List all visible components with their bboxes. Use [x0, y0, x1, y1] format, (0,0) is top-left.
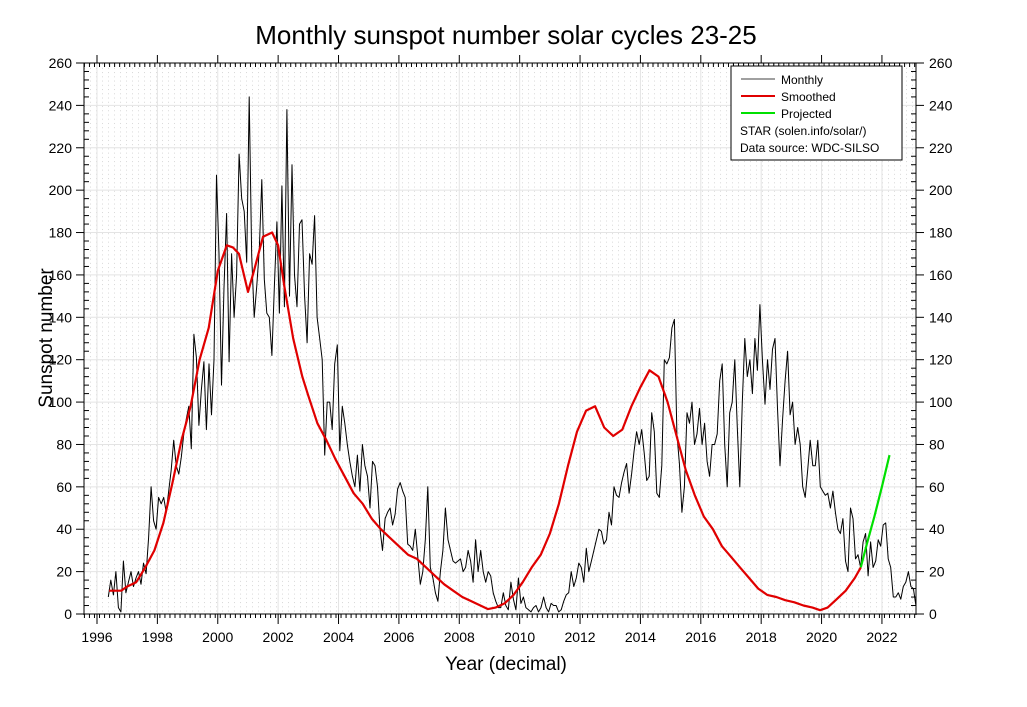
y-tick-label-left: 180 [49, 225, 73, 241]
legend-label-monthly: Monthly [781, 73, 823, 87]
series-line-monthly [107, 96, 916, 613]
series-line-smoothed [109, 231, 862, 612]
y-tick-label-right: 160 [929, 267, 953, 283]
x-tick-label: 2016 [685, 629, 716, 645]
x-tick-label: 2014 [625, 629, 656, 645]
x-tick-label: 2022 [866, 629, 897, 645]
legend-annotation-data-source: Data source: WDC-SILSO [740, 141, 879, 155]
x-axis-label: Year (decimal) [445, 654, 567, 675]
y-tick-label-right: 140 [929, 309, 953, 325]
y-tick-label-left: 40 [56, 521, 72, 537]
series-line-projected [859, 454, 891, 568]
x-tick-label: 1996 [81, 629, 112, 645]
y-tick-label-left: 80 [56, 436, 72, 452]
y-tick-label-left: 220 [49, 140, 73, 156]
y-tick-label-right: 60 [929, 479, 945, 495]
y-tick-label-right: 260 [929, 55, 953, 71]
y-tick-label-right: 180 [929, 225, 953, 241]
y-tick-label-left: 260 [49, 55, 73, 71]
x-tick-label: 2012 [564, 629, 595, 645]
x-tick-label: 2020 [806, 629, 837, 645]
x-tick-label: 2004 [323, 629, 354, 645]
y-tick-label-left: 160 [49, 267, 73, 283]
y-tick-label-left: 20 [56, 564, 72, 580]
y-tick-label-right: 200 [929, 182, 953, 198]
x-tick-label: 2018 [746, 629, 777, 645]
y-tick-label-left: 100 [49, 394, 73, 410]
x-tick-label: 2008 [444, 629, 475, 645]
x-tick-label: 1998 [142, 629, 173, 645]
y-tick-label-right: 40 [929, 521, 945, 537]
y-tick-label-right: 0 [929, 606, 937, 622]
y-tick-label-left: 240 [49, 97, 73, 113]
legend-annotation-source-site: STAR (solen.info/solar/) [740, 124, 867, 138]
x-tick-label: 2000 [202, 629, 233, 645]
y-axis-label: Sunspot number [36, 268, 57, 408]
y-tick-label-right: 80 [929, 436, 945, 452]
y-tick-label-right: 120 [929, 352, 953, 368]
y-tick-label-left: 0 [64, 606, 72, 622]
legend: Monthly Smoothed Projected STAR (solen.i… [730, 65, 903, 161]
y-tick-label-left: 140 [49, 309, 73, 325]
y-tick-label-left: 60 [56, 479, 72, 495]
x-tick-label: 2002 [263, 629, 294, 645]
y-tick-label-right: 220 [929, 140, 953, 156]
x-tick-label: 2010 [504, 629, 535, 645]
legend-label-projected: Projected [781, 107, 832, 121]
chart-title: Monthly sunspot number solar cycles 23-2… [255, 20, 756, 50]
y-tick-label-left: 200 [49, 182, 73, 198]
y-tick-label-right: 100 [929, 394, 953, 410]
legend-label-smoothed: Smoothed [781, 90, 836, 104]
y-tick-label-left: 120 [49, 352, 73, 368]
x-tick-label: 2006 [383, 629, 414, 645]
y-tick-label-right: 20 [929, 564, 945, 580]
y-tick-label-right: 240 [929, 97, 953, 113]
